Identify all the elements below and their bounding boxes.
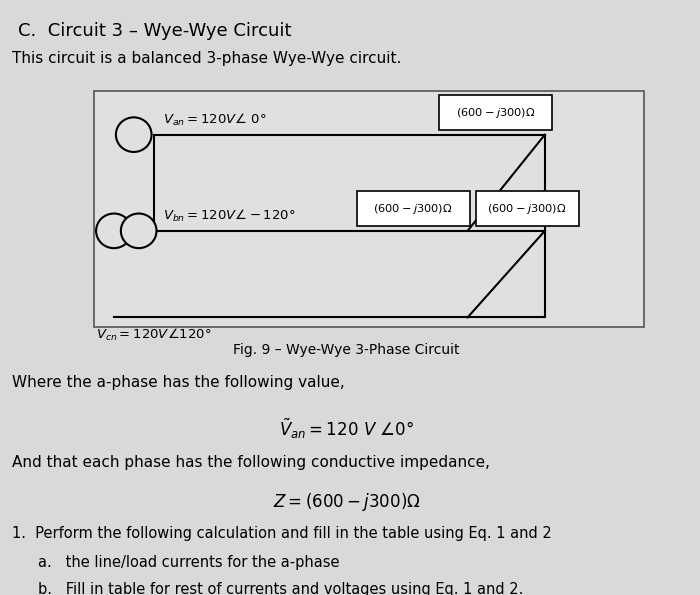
Text: $Z = (600 - j300)\Omega$: $Z = (600 - j300)\Omega$ xyxy=(273,490,421,512)
FancyBboxPatch shape xyxy=(475,192,578,226)
Text: $(600 - j300)\Omega$: $(600 - j300)\Omega$ xyxy=(373,202,453,216)
FancyBboxPatch shape xyxy=(439,95,552,130)
Text: $(600 - j300)\Omega$: $(600 - j300)\Omega$ xyxy=(456,105,535,120)
FancyBboxPatch shape xyxy=(94,92,644,327)
Text: Fig. 9 – Wye-Wye 3-Phase Circuit: Fig. 9 – Wye-Wye 3-Phase Circuit xyxy=(234,343,460,358)
Text: $V_{cn} = 120V\angle 120°$: $V_{cn} = 120V\angle 120°$ xyxy=(96,327,211,343)
Text: a.   the line/load currents for the a-phase: a. the line/load currents for the a-phas… xyxy=(38,555,339,570)
Text: 1.  Perform the following calculation and fill in the table using Eq. 1 and 2: 1. Perform the following calculation and… xyxy=(12,526,552,541)
Text: $\tilde{V}_{an} = 120\ V\ \angle 0°$: $\tilde{V}_{an} = 120\ V\ \angle 0°$ xyxy=(279,416,414,441)
Circle shape xyxy=(96,214,132,248)
Text: Where the a-phase has the following value,: Where the a-phase has the following valu… xyxy=(12,375,344,390)
Text: $V_{an} = 120V\angle\ 0°$: $V_{an} = 120V\angle\ 0°$ xyxy=(164,112,267,128)
Text: $V_{bn} = 120V\angle - 120°$: $V_{bn} = 120V\angle - 120°$ xyxy=(164,208,296,224)
Text: C.  Circuit 3 – Wye-Wye Circuit: C. Circuit 3 – Wye-Wye Circuit xyxy=(18,22,291,40)
Text: And that each phase has the following conductive impedance,: And that each phase has the following co… xyxy=(12,455,490,470)
Circle shape xyxy=(116,117,152,152)
Text: b.   Fill in table for rest of currents and voltages using Eq. 1 and 2.: b. Fill in table for rest of currents an… xyxy=(38,582,523,595)
Circle shape xyxy=(121,214,157,248)
FancyBboxPatch shape xyxy=(356,192,470,226)
Text: $(600 - j300)\Omega$: $(600 - j300)\Omega$ xyxy=(487,202,567,216)
Text: This circuit is a balanced 3-phase Wye-Wye circuit.: This circuit is a balanced 3-phase Wye-W… xyxy=(12,51,401,66)
